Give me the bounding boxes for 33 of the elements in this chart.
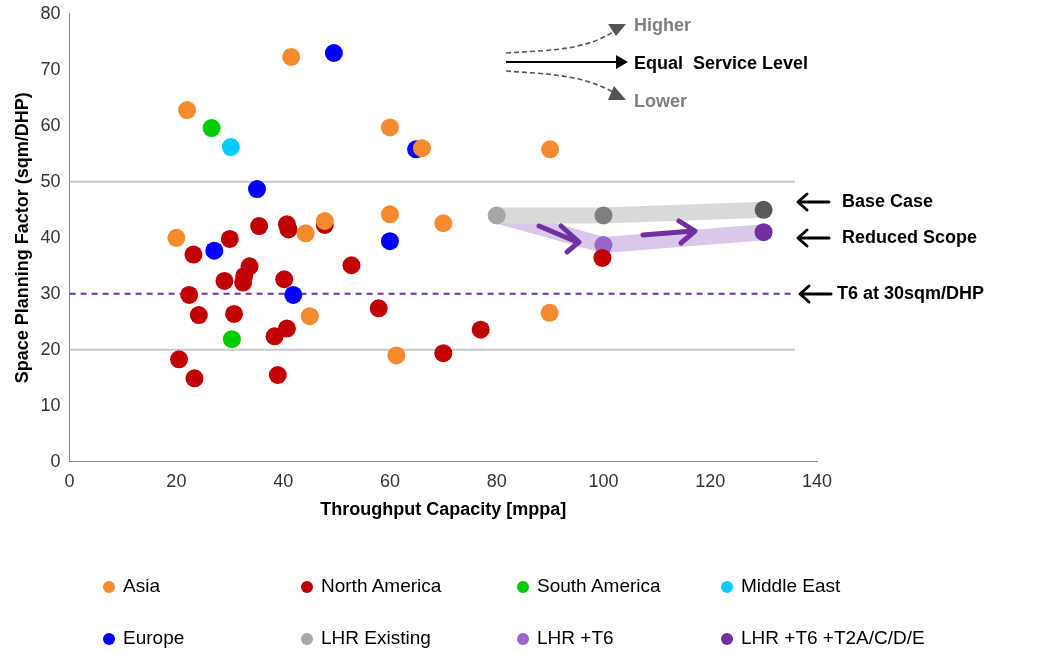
legend-label: LHR +T6 (536, 627, 615, 649)
y-tick-label: 30 (40, 282, 61, 303)
y-axis-title: Space Planning Factor (sqm/DHP) (11, 92, 32, 384)
y-tick-label: 0 (50, 450, 61, 471)
x-axis-title: Throughput Capacity [mppa] (320, 499, 567, 520)
legend-label: North America (320, 575, 443, 597)
y-tick-label: 10 (40, 394, 61, 415)
y-tick-label: 20 (40, 338, 61, 359)
legend-label: Europe (122, 627, 186, 649)
y-tick-label: 70 (40, 58, 61, 79)
legend-label: Middle East (740, 575, 842, 597)
y-tick-label: 40 (40, 226, 61, 247)
legend-label: South America (536, 575, 662, 597)
x-tick-label: 100 (588, 470, 619, 491)
legend-label: LHR Existing (320, 627, 432, 649)
legend-label: Asia (122, 575, 161, 597)
text: Base Case (842, 191, 934, 211)
annotation: Equal Service Level (634, 53, 809, 73)
annotation: Higher (634, 15, 692, 35)
x-tick-label: 80 (486, 470, 507, 491)
y-tick-label: 80 (40, 2, 61, 23)
x-tick-label: 0 (64, 470, 75, 491)
y-tick-label: 50 (40, 170, 61, 191)
ref-line-label: T6 at 30sqm/DHP (837, 282, 985, 303)
x-tick-label: 20 (166, 470, 187, 491)
x-tick-label: 120 (695, 470, 726, 491)
annotation: Lower (634, 91, 688, 111)
legend-label: LHR +T6 +T2A/C/D/E (740, 627, 925, 649)
x-tick-label: 140 (801, 470, 833, 491)
x-tick-label: 60 (379, 470, 400, 491)
x-tick-label: 40 (273, 470, 294, 491)
y-tick-label: 60 (40, 114, 61, 135)
text: Reduced Scope (842, 227, 978, 247)
